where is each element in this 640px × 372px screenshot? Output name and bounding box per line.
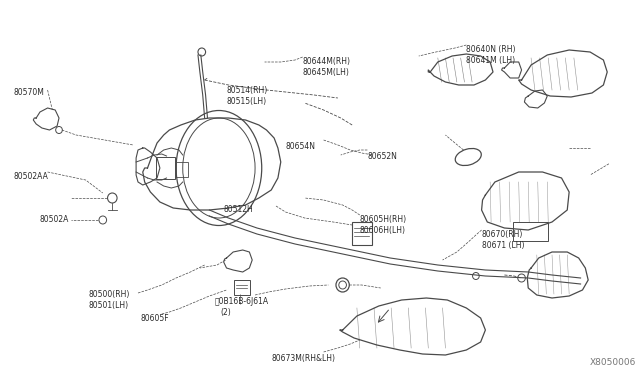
Text: 80652N: 80652N <box>367 152 397 161</box>
Text: 80605H(RH): 80605H(RH) <box>360 215 407 224</box>
Text: 80605F: 80605F <box>141 314 170 323</box>
Text: 80502AA: 80502AA <box>13 172 48 181</box>
Text: 80501(LH): 80501(LH) <box>88 301 129 310</box>
Text: X8050006: X8050006 <box>590 358 636 367</box>
Text: 80515(LH): 80515(LH) <box>227 97 267 106</box>
Text: 80671 (LH): 80671 (LH) <box>481 241 524 250</box>
Text: 80670(RH): 80670(RH) <box>481 230 523 239</box>
Text: 80500(RH): 80500(RH) <box>88 290 130 299</box>
Text: 0B16B-6J61A: 0B16B-6J61A <box>214 297 268 306</box>
Text: 80645M(LH): 80645M(LH) <box>303 68 349 77</box>
Text: 80606H(LH): 80606H(LH) <box>360 226 406 235</box>
Text: 80514(RH): 80514(RH) <box>227 86 268 95</box>
Text: 80641M (LH): 80641M (LH) <box>467 56 515 65</box>
Text: 80640N (RH): 80640N (RH) <box>467 45 516 54</box>
Text: 80644M(RH): 80644M(RH) <box>303 57 351 66</box>
Text: 80570M: 80570M <box>13 88 44 97</box>
Text: (2): (2) <box>221 308 232 317</box>
Text: 80673M(RH&LH): 80673M(RH&LH) <box>271 354 335 363</box>
Text: 80654N: 80654N <box>285 142 316 151</box>
Text: 80502A: 80502A <box>40 215 69 224</box>
Text: 80512H: 80512H <box>223 205 253 214</box>
